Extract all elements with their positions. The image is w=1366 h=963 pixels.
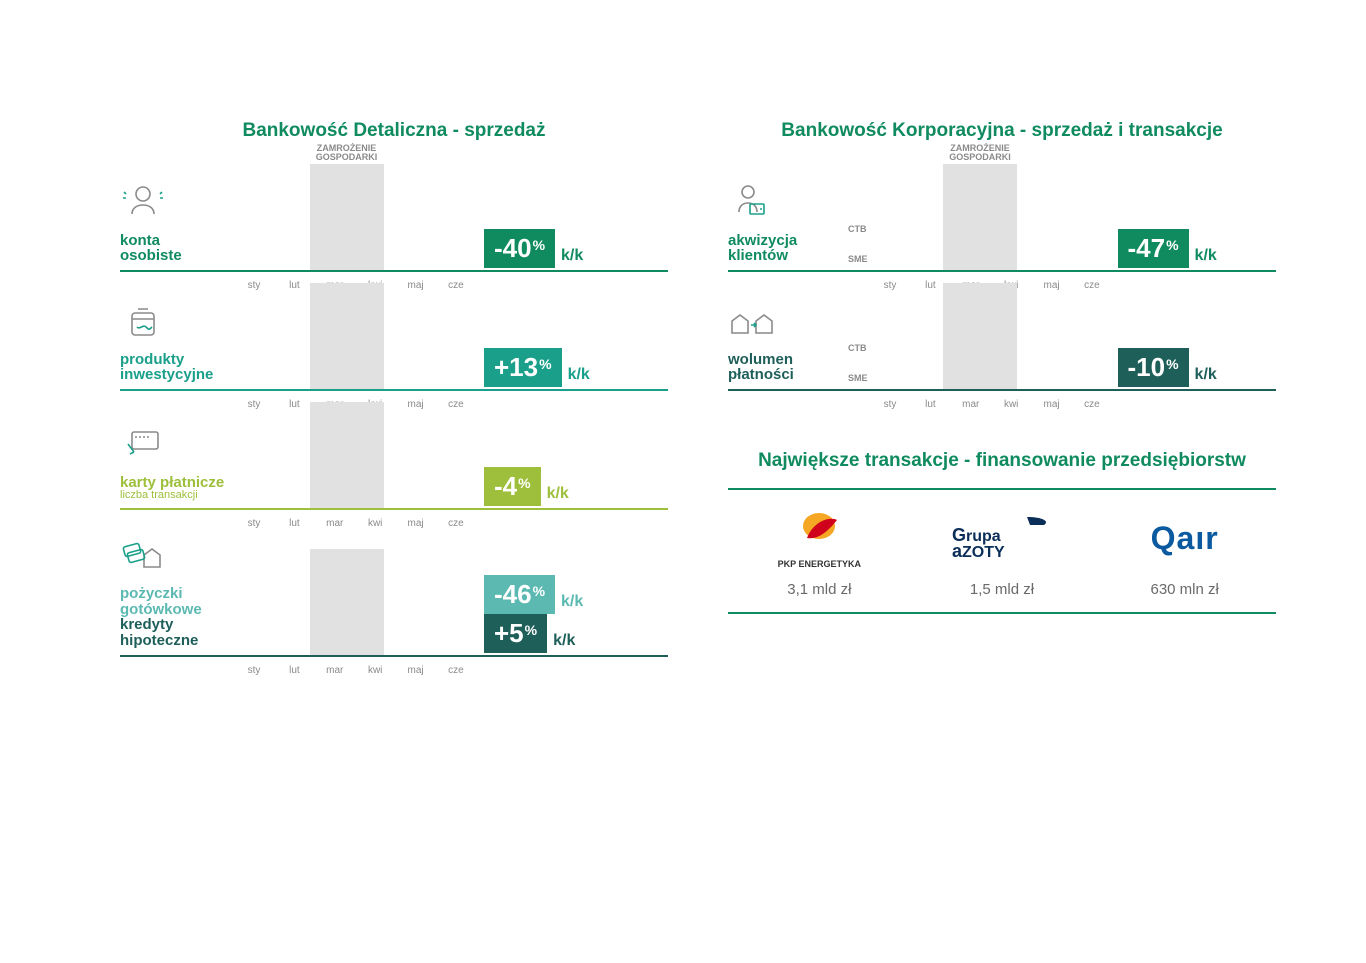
tx-amount: 630 mln zł [1093, 581, 1276, 598]
row-label: konta osobiste [120, 182, 240, 270]
chart-row-karty: karty płatniczeliczba transakcji -4% k/k [120, 410, 668, 510]
row-label: produkty inwestycyjne [120, 301, 240, 389]
page: Bankowość Detaliczna - sprzedaż konta os… [0, 0, 1366, 963]
tx-amounts: 3,1 mld zł1,5 mld zł630 mln zł [728, 577, 1276, 612]
badges: -40% k/k [484, 229, 634, 270]
bar-chart [874, 297, 1104, 389]
tx-title: Największe transakcje - finansowanie prz… [728, 450, 1276, 472]
pozyczki-icon [120, 535, 170, 575]
freeze-label: ZAMROŻENIE GOSPODARKI [943, 144, 1017, 163]
wolumen-icon [728, 301, 776, 341]
legend: CTBSME [848, 343, 874, 389]
bar-chart [240, 297, 470, 389]
logo-pkp-energetyka: PKP ENERGETYKA [728, 508, 911, 569]
kk-label: k/k [568, 366, 590, 384]
chart-row-produkty: produkty inwestycyjne +13% k/k [120, 291, 668, 391]
badges: -47% k/k [1118, 229, 1268, 270]
columns: Bankowość Detaliczna - sprzedaż konta os… [120, 120, 1276, 676]
kk-label: k/k [547, 485, 569, 503]
x-axis-labels: stylutmarkwimajcze [240, 516, 470, 529]
logo-grupa-azoty: GrupaaZOTY [911, 511, 1094, 566]
karty-icon [120, 424, 166, 464]
freeze-label: ZAMROŻENIE GOSPODARKI [310, 144, 384, 163]
badges: +13% k/k [484, 348, 634, 389]
corporate-title: Bankowość Korporacyjna - sprzedaż i tran… [728, 120, 1276, 142]
row-label: karty płatniczeliczba transakcji [120, 424, 240, 508]
retail-column: Bankowość Detaliczna - sprzedaż konta os… [120, 120, 668, 676]
chart-row-wolumen: wolumen płatnościCTBSME -10% k/k [728, 291, 1276, 391]
chart-row-konta: konta osobisteZAMROŻENIE GOSPODARKI -40% k… [120, 172, 668, 272]
produkty-icon [120, 301, 166, 341]
kk-label: k/k [561, 247, 583, 265]
x-axis-labels: stylutmarkwimajcze [876, 397, 1106, 410]
konta-icon [120, 182, 166, 222]
bar-chart: ZAMROŻENIE GOSPODARKI [874, 178, 1104, 270]
logo-qair: Qaır [1093, 520, 1276, 557]
chart-row-akwizycja: akwizycja klientówCTBSMEZAMROŻENIE GOSPO… [728, 172, 1276, 272]
chart-row-pozyczki: pożyczki gotówkowekredyty hipoteczne -46%… [120, 529, 668, 657]
metric-badge: -4% [484, 467, 541, 506]
bar-chart [240, 416, 470, 508]
tx-amount: 3,1 mld zł [728, 581, 911, 598]
metric-badge: +5% [484, 614, 547, 653]
kk-label: k/k [1195, 366, 1217, 384]
retail-title: Bankowość Detaliczna - sprzedaż [120, 120, 668, 142]
metric-badge: -40% [484, 229, 555, 268]
bar-chart [240, 563, 470, 655]
row-label: akwizycja klientów [728, 182, 848, 270]
svg-text:aZOTY: aZOTY [952, 541, 1005, 561]
metric-badge: -47% [1118, 229, 1189, 268]
corporate-column: Bankowość Korporacyjna - sprzedaż i tran… [728, 120, 1276, 676]
badges: -4% k/k [484, 467, 634, 508]
tx-logos: PKP ENERGETYKAGrupaaZOTYQaır [728, 490, 1276, 577]
akwizycja-icon [728, 182, 774, 222]
badges: -10% k/k [1118, 348, 1268, 389]
bar-chart: ZAMROŻENIE GOSPODARKI [240, 178, 470, 270]
x-axis-labels: stylutmarkwimajcze [240, 663, 470, 676]
kk-label: k/k [1195, 247, 1217, 265]
row-label: wolumen płatności [728, 301, 848, 389]
row-label: pożyczki gotówkowekredyty hipoteczne [120, 535, 240, 655]
metric-badge: -10% [1118, 348, 1189, 387]
legend: CTBSME [848, 224, 874, 270]
kk-label: k/k [553, 632, 575, 650]
badges: -46% k/k +5% k/k [484, 575, 634, 655]
metric-badge: +13% [484, 348, 562, 387]
kk-label: k/k [561, 593, 583, 611]
tx-amount: 1,5 mld zł [911, 581, 1094, 598]
metric-badge: -46% [484, 575, 555, 614]
